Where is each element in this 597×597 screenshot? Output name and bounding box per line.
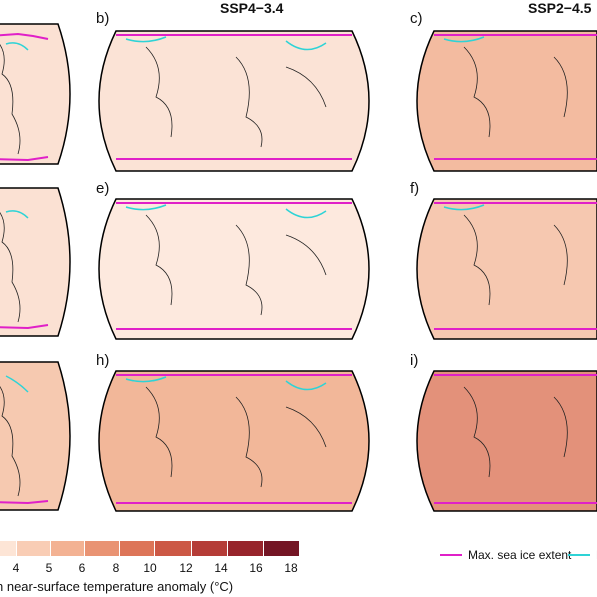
colorbar-tick: 12 [179, 561, 193, 575]
map-panel-b [98, 30, 370, 172]
map-panel-a [0, 23, 71, 165]
colorbar-tick: 18 [284, 561, 298, 575]
panel-label-f: f) [410, 180, 420, 197]
panel-label-c: c) [410, 10, 423, 27]
colorbar-segment [155, 541, 192, 556]
map-panel-d [0, 187, 71, 337]
permafrost-line-swatch [568, 554, 590, 556]
sea-ice-line-swatch [440, 554, 462, 556]
colorbar-segment [51, 541, 85, 556]
colorbar-tick: 16 [249, 561, 263, 575]
colorbar-tick: 14 [214, 561, 228, 575]
panel-label-i: i) [410, 352, 419, 369]
map-panel-f [416, 198, 597, 340]
panel-label-b: b) [96, 10, 110, 27]
legend-permafrost: Pe [568, 548, 597, 562]
colorbar-segment [85, 541, 120, 556]
colorbar-tick: 10 [143, 561, 157, 575]
colorbar-label: n near-surface temperature anomaly (°C) [0, 579, 234, 594]
map-panel-e [98, 198, 370, 340]
colorbar-segment [228, 541, 264, 556]
map-panel-c [416, 30, 597, 172]
colorbar-segment [120, 541, 155, 556]
legend-label-sea-ice: Max. sea ice extent [468, 548, 572, 562]
colorbar-tick: 8 [112, 561, 120, 575]
colorbar [0, 541, 300, 556]
colorbar-tick: 4 [12, 561, 20, 575]
panel-label-h: h) [96, 352, 110, 369]
legend-sea-ice: Max. sea ice extent [440, 548, 571, 562]
map-panel-g [0, 361, 71, 511]
column-title-ssp4: SSP4−3.4 [220, 0, 284, 16]
colorbar-segment [192, 541, 228, 556]
colorbar-tick: 6 [78, 561, 86, 575]
colorbar-segment [0, 541, 17, 556]
column-title-ssp2: SSP2−4.5 [528, 0, 592, 16]
colorbar-segment [264, 541, 300, 556]
panel-label-e: e) [96, 180, 110, 197]
map-panel-i [416, 370, 597, 512]
colorbar-segment [17, 541, 51, 556]
colorbar-tick: 5 [45, 561, 53, 575]
map-panel-h [98, 370, 370, 512]
